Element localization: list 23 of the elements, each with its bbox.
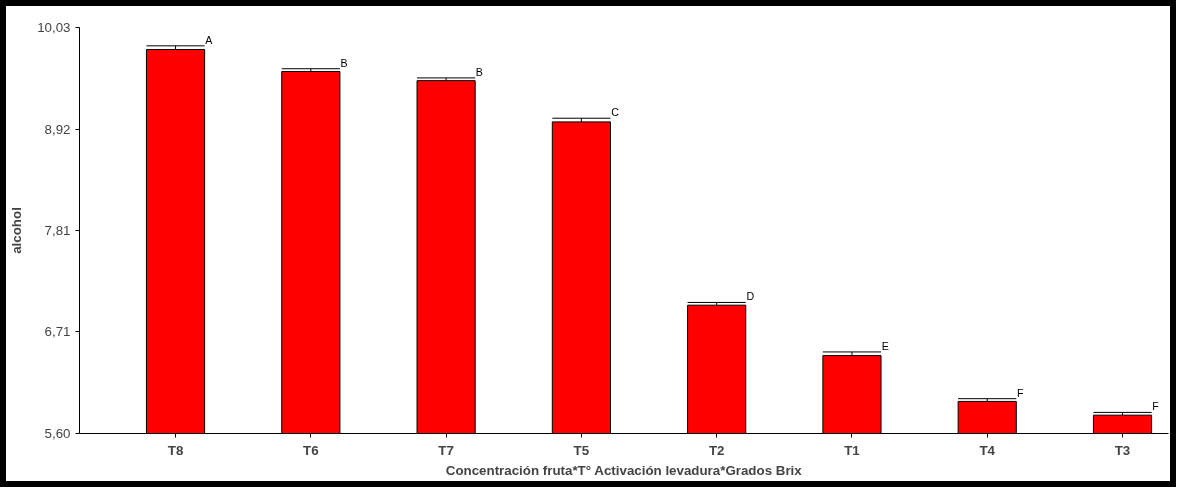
annotation: D: [746, 290, 755, 303]
x-tick-label: T2: [708, 442, 725, 458]
y-tick-label: 7,81: [44, 223, 71, 239]
annotation: A: [205, 33, 214, 46]
x-tick-label: T4: [979, 442, 996, 458]
y-tick-label: 5,60: [44, 426, 71, 441]
y-tick-label: 10,03: [37, 20, 71, 35]
annotation: F: [1152, 400, 1160, 413]
x-tick-label: T3: [1114, 442, 1131, 458]
y-tick-label: 8,92: [44, 121, 71, 137]
annotation: B: [340, 56, 348, 69]
x-tick-label: T1: [844, 442, 861, 458]
annotation: F: [1016, 386, 1024, 399]
x-tick-label: T7: [438, 442, 454, 458]
x-tick-label: T8: [167, 442, 184, 458]
annotation: C: [611, 106, 620, 119]
annotation: E: [881, 339, 889, 352]
x-axis-title: Concentración fruta*T° Activación levadura*Grados Brix: [445, 462, 803, 478]
x-tick-label: T6: [303, 442, 319, 458]
y-tick-label: 6,71: [44, 324, 71, 340]
annotation: B: [475, 65, 483, 78]
y-axis-title: alcohol: [9, 207, 25, 254]
x-tick-label: T5: [573, 442, 590, 458]
